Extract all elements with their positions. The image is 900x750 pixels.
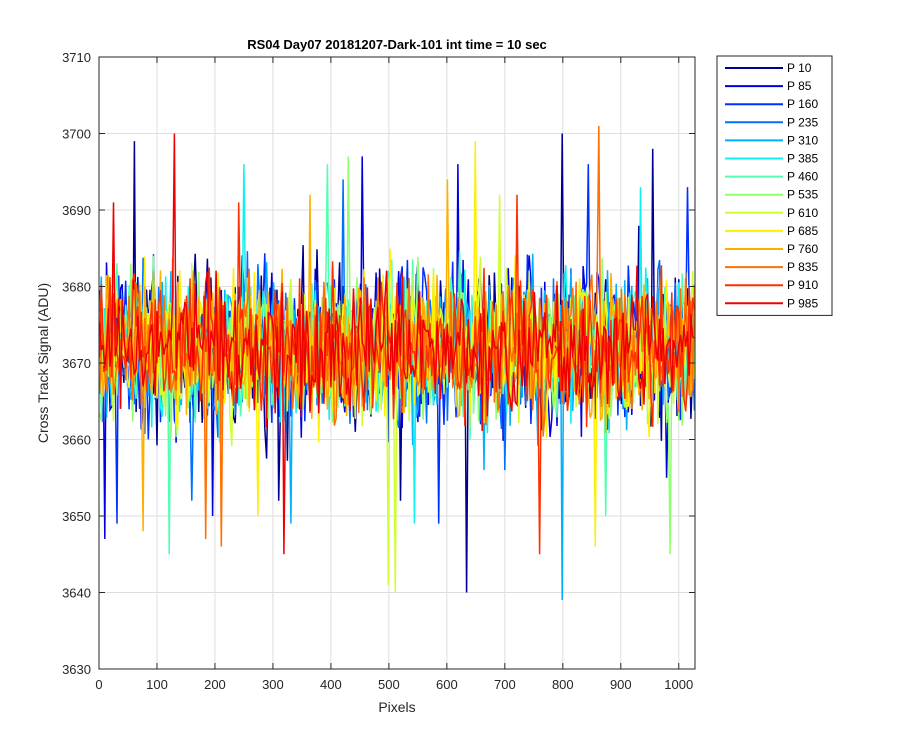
y-axis: 3630 3640 3650 3660 3670 3680 3690 3700 3710: [62, 50, 695, 677]
y-tick-label: 3690: [62, 203, 91, 218]
series-line-p985: [99, 133, 695, 555]
x-tick-label: 800: [552, 677, 574, 692]
series-line-p910: [99, 194, 695, 555]
y-axis-title: Cross Track Signal (ADU): [35, 283, 51, 443]
x-tick-label: 100: [146, 677, 168, 692]
chart-title: RS04 Day07 20181207-Dark-101 int time = …: [247, 37, 547, 52]
y-tick-label: 3640: [62, 586, 91, 601]
y-tick-label: 3710: [62, 50, 91, 65]
legend-label: P 685: [787, 224, 818, 238]
x-tick-label: 1000: [664, 677, 693, 692]
x-tick-label: 400: [320, 677, 342, 692]
legend-label: P 235: [787, 115, 818, 129]
x-tick-label: 700: [494, 677, 516, 692]
legend-label: P 85: [787, 79, 812, 93]
y-tick-label: 3700: [62, 127, 91, 142]
legend: P 10 P 85 P 160 P 235 P 310 P 385 P 460 P 535 P …: [716, 55, 833, 316]
x-axis-title: Pixels: [378, 699, 415, 715]
x-tick-label: 500: [378, 677, 400, 692]
legend-label: P 835: [787, 260, 818, 274]
legend-label: P 610: [787, 206, 818, 220]
y-tick-label: 3680: [62, 280, 91, 295]
legend-label: P 985: [787, 296, 818, 310]
y-tick-label: 3650: [62, 509, 91, 524]
y-tick-label: 3670: [62, 356, 91, 371]
legend-box: [716, 55, 833, 316]
legend-label: P 160: [787, 97, 818, 111]
y-tick-label: 3630: [62, 662, 91, 677]
series-lines: [99, 125, 695, 601]
legend-label: P 910: [787, 278, 818, 292]
legend-label: P 760: [787, 242, 818, 256]
x-tick-label: 900: [610, 677, 632, 692]
legend-label: P 460: [787, 170, 818, 184]
legend-label: P 310: [787, 133, 818, 147]
x-axis: 0 100 200 300 400 500 600 700 800 900 1000: [95, 57, 693, 692]
x-tick-label: 600: [436, 677, 458, 692]
legend-label: P 10: [787, 61, 812, 75]
x-tick-label: 200: [204, 677, 226, 692]
x-tick-label: 0: [95, 677, 102, 692]
y-tick-label: 3660: [62, 433, 91, 448]
legend-label: P 385: [787, 152, 818, 166]
x-tick-label: 300: [262, 677, 284, 692]
legend-label: P 535: [787, 188, 818, 202]
series-line-p760: [99, 179, 695, 532]
